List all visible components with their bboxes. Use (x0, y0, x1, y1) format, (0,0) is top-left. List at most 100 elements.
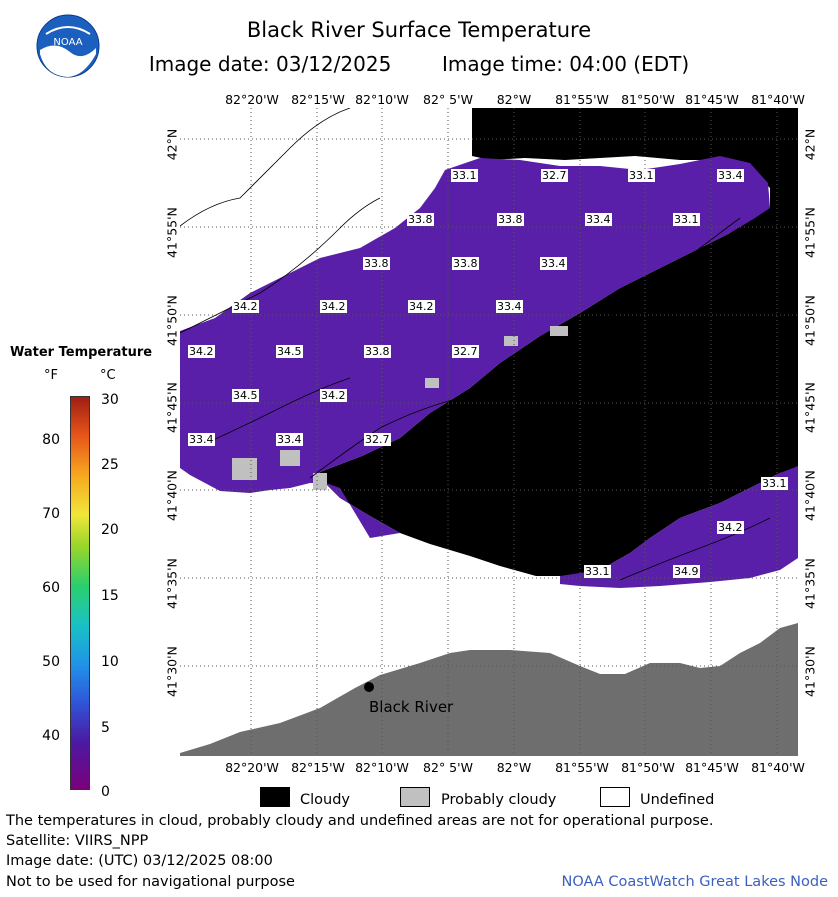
image-time: Image time: 04:00 (EDT) (442, 52, 690, 76)
unit-celsius: °C (100, 368, 116, 383)
temp-label: 33.1 (761, 477, 788, 490)
water-area (560, 466, 798, 588)
utc-date: Image date: (UTC) 03/12/2025 08:00 (6, 853, 273, 869)
f-tick: 70 (42, 506, 60, 522)
image-date: Image date: 03/12/2025 (148, 52, 392, 76)
satellite: Satellite: VIIRS_NPP (6, 833, 149, 849)
temp-label: 33.8 (363, 257, 390, 270)
undefined-swatch (600, 787, 630, 807)
navigation-warning: Not to be used for navigational purpose (6, 874, 295, 890)
probably-cloudy-area (550, 326, 568, 336)
temp-label: 33.8 (497, 213, 524, 226)
lon-label: 81°50'W (621, 760, 675, 775)
undefined-label: Undefined (640, 792, 715, 808)
lat-label: 42°N (164, 128, 180, 161)
c-tick: 25 (101, 457, 119, 473)
temp-label: 33.1 (451, 169, 478, 182)
lon-label: 81°40'W (751, 92, 805, 107)
probably-cloudy-area (280, 450, 300, 466)
contour-lines (180, 108, 771, 581)
temp-label: 33.4 (188, 433, 215, 446)
probably-cloudy-area (504, 336, 518, 346)
lat-label: 41°35'N (802, 558, 818, 609)
f-tick: 60 (42, 580, 60, 596)
coastwatch-node-link[interactable]: NOAA CoastWatch Great Lakes Node (561, 874, 828, 890)
svg-text:NOAA: NOAA (53, 37, 82, 48)
probably-cloudy-swatch (400, 787, 430, 807)
temp-label: 34.2 (320, 389, 347, 402)
lon-label: 82°10'W (355, 760, 409, 775)
cloudy-label: Cloudy (300, 792, 350, 808)
temp-label: 33.8 (407, 213, 434, 226)
f-tick: 40 (42, 728, 60, 744)
temp-label: 32.7 (452, 345, 479, 358)
temp-label: 34.5 (232, 389, 259, 402)
temp-label: 34.9 (673, 565, 700, 578)
temp-label: 33.4 (585, 213, 612, 226)
lon-label: 82°15'W (291, 92, 345, 107)
temp-label: 34.2 (408, 300, 435, 313)
temp-label: 33.4 (717, 169, 744, 182)
lat-label: 41°50'N (164, 295, 180, 346)
temp-label: 34.2 (232, 300, 259, 313)
c-tick: 20 (101, 522, 119, 538)
lat-label: 41°30'N (164, 646, 180, 697)
black-river-marker (364, 682, 374, 692)
lon-label: 82° 5'W (423, 760, 473, 775)
disclaimer: The temperatures in cloud, probably clou… (6, 813, 714, 829)
lat-label: 41°55'N (164, 207, 180, 258)
lon-label: 81°50'W (621, 92, 675, 107)
cloud-area (320, 108, 798, 576)
probably-cloudy-label: Probably cloudy (441, 792, 557, 808)
lon-label: 81°45'W (685, 92, 739, 107)
lon-label: 82°20'W (225, 760, 279, 775)
land-area (180, 623, 798, 756)
temp-label: 33.4 (540, 257, 567, 270)
c-tick: 10 (101, 654, 119, 670)
lon-label: 81°55'W (555, 760, 609, 775)
lat-label: 41°35'N (164, 558, 180, 609)
temp-label: 33.8 (364, 345, 391, 358)
temp-label: 33.1 (673, 213, 700, 226)
f-tick: 80 (42, 432, 60, 448)
lat-label: 41°45'N (802, 382, 818, 433)
lat-label: 41°40'N (164, 470, 180, 521)
temp-label: 33.4 (496, 300, 523, 313)
temp-label: 33.1 (628, 169, 655, 182)
lon-label: 82°10'W (355, 92, 409, 107)
lon-label: 82°W (496, 760, 532, 775)
lat-label: 41°55'N (802, 207, 818, 258)
legend-title: Water Temperature (10, 345, 153, 360)
lat-label: 41°30'N (802, 646, 818, 697)
lon-label: 82°15'W (291, 760, 345, 775)
lat-label: 41°50'N (802, 295, 818, 346)
temp-label: 33.1 (584, 565, 611, 578)
lon-label: 82° 5'W (423, 92, 473, 107)
temp-label: 32.7 (541, 169, 568, 182)
c-tick: 30 (101, 392, 119, 408)
c-tick: 0 (101, 784, 110, 800)
probably-cloudy-area (313, 473, 327, 490)
cloudy-swatch (260, 787, 290, 807)
place-label: Black River (369, 698, 454, 716)
temp-label: 34.2 (188, 345, 215, 358)
temp-label: 34.2 (320, 300, 347, 313)
probably-cloudy-area (232, 458, 257, 480)
lon-label: 82°20'W (225, 92, 279, 107)
lat-label: 41°45'N (164, 382, 180, 433)
lon-label: 81°55'W (555, 92, 609, 107)
temp-label: 33.8 (452, 257, 479, 270)
temp-label: 33.4 (276, 433, 303, 446)
image-date-time: Image date: 03/12/2025 Image time: 04:00… (0, 52, 838, 76)
lat-label: 42°N (802, 128, 818, 161)
temp-label: 34.2 (717, 521, 744, 534)
lat-label: 41°40'N (802, 470, 818, 521)
color-scale-bar (70, 396, 90, 790)
f-tick: 50 (42, 654, 60, 670)
c-tick: 5 (101, 720, 110, 736)
probably-cloudy-area (425, 378, 439, 388)
lon-label: 81°45'W (685, 760, 739, 775)
page-title: Black River Surface Temperature (246, 18, 592, 42)
c-tick: 15 (101, 588, 119, 604)
unit-fahrenheit: °F (44, 368, 58, 383)
